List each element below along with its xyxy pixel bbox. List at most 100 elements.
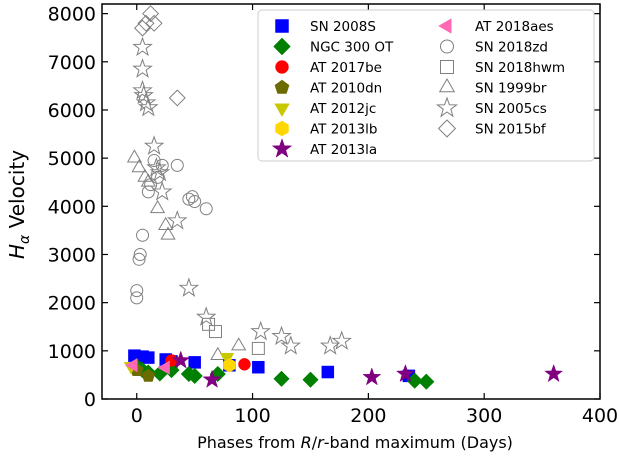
legend-item: SN 1999br	[438, 77, 547, 97]
data-point	[186, 367, 203, 385]
legend-marker	[435, 96, 459, 118]
data-point	[331, 330, 353, 350]
legend-label: AT 2017be	[310, 60, 382, 76]
legend-marker	[275, 60, 289, 74]
data-point	[319, 335, 341, 355]
data-point	[202, 369, 222, 388]
x-axis-title: Phases from R/r-band maximum (Days)	[197, 433, 513, 452]
plot-frame	[101, 3, 601, 400]
y-tick-label: 8000	[48, 4, 96, 26]
legend-item: AT 2013lb	[275, 120, 377, 138]
series-at-2013la	[171, 350, 564, 388]
legend-item: SN 2005cs	[435, 96, 547, 118]
x-tick-label: 200	[350, 405, 386, 427]
legend-item: AT 2013la	[271, 138, 377, 158]
series-at-2013lb	[223, 358, 236, 373]
series-sn-2015bf	[133, 5, 186, 107]
legend-label: NGC 300 OT	[310, 40, 394, 56]
data-point	[133, 19, 152, 37]
y-axis-title: Hα Velocity	[5, 150, 33, 259]
data-point	[302, 371, 319, 388]
data-point	[208, 325, 222, 339]
data-point	[252, 360, 265, 374]
data-point	[149, 199, 166, 214]
data-point	[231, 337, 247, 351]
data-point	[143, 135, 165, 155]
data-point	[544, 363, 564, 383]
y-tick-label: 7000	[48, 52, 96, 74]
series-sn-2018zd	[130, 154, 213, 305]
x-tick-label: 100	[234, 405, 270, 427]
data-point	[158, 216, 174, 230]
legend-item: SN 2015bf	[437, 119, 547, 138]
data-point	[195, 306, 217, 326]
legend-label: AT 2010dn	[310, 81, 382, 97]
data-point	[132, 79, 153, 100]
legend-label: AT 2013la	[310, 142, 377, 158]
data-point	[170, 158, 184, 172]
data-point	[188, 356, 201, 369]
legend-marker	[437, 119, 457, 138]
y-tick-label: 0	[84, 389, 96, 411]
axis-ticks: 0 100 200 300 400010002000300040005000600070…	[48, 4, 618, 427]
data-point	[147, 154, 161, 168]
legend-item: SN 2018hwm	[440, 60, 565, 76]
data-point	[168, 89, 186, 107]
legend-label: SN 2008S	[310, 19, 376, 35]
series-at-2018aes	[124, 358, 170, 375]
data-point	[132, 252, 146, 266]
data-point	[130, 284, 144, 298]
data-point	[142, 351, 155, 364]
data-point	[151, 170, 165, 184]
data-point	[250, 320, 271, 341]
legend-item: AT 2012jc	[274, 101, 376, 118]
data-marks	[123, 5, 564, 390]
legend-label: SN 2018hwm	[475, 60, 565, 76]
data-point	[188, 195, 202, 208]
data-point	[321, 365, 335, 379]
legend-marker	[438, 77, 456, 93]
data-point	[251, 341, 265, 355]
legend-marker	[273, 37, 291, 56]
data-point	[135, 92, 157, 112]
data-point	[160, 226, 176, 240]
data-point	[132, 58, 153, 78]
data-point	[151, 181, 173, 201]
legend-marker	[271, 138, 293, 158]
data-point	[202, 317, 216, 331]
legend-label: SN 2018zd	[475, 40, 548, 56]
series-sn-1999br	[126, 149, 247, 360]
legend-marker	[274, 79, 290, 94]
legend-label: AT 2013lb	[310, 122, 377, 138]
data-point	[132, 36, 153, 57]
legend-item: SN 2018zd	[440, 39, 548, 56]
legend-item: SN 2008S	[275, 19, 376, 35]
data-point	[126, 149, 143, 163]
data-point	[395, 363, 416, 383]
data-point	[155, 158, 169, 172]
data-point	[124, 358, 138, 373]
legend-marker	[274, 103, 290, 118]
data-point	[418, 373, 435, 390]
data-point	[273, 370, 290, 387]
legend-label: SN 1999br	[475, 81, 547, 97]
data-point	[142, 5, 160, 23]
data-point	[141, 368, 156, 382]
legend-label: AT 2018aes	[475, 19, 554, 35]
legend-item: AT 2010dn	[274, 79, 382, 97]
x-tick-label: 400	[582, 405, 618, 427]
legend-label: SN 2005cs	[475, 101, 547, 117]
data-point	[131, 158, 147, 173]
legend-marker	[440, 60, 454, 74]
legend-item: NGC 300 OT	[273, 37, 394, 56]
legend-marker	[438, 18, 452, 34]
data-point	[182, 192, 196, 206]
data-point	[166, 209, 188, 230]
x-tick-label: 0	[131, 405, 143, 427]
legend-item: AT 2017be	[275, 60, 382, 76]
legend-label: SN 2015bf	[475, 122, 547, 138]
data-point	[133, 247, 147, 261]
data-point	[136, 228, 150, 242]
y-tick-label: 2000	[48, 293, 96, 315]
